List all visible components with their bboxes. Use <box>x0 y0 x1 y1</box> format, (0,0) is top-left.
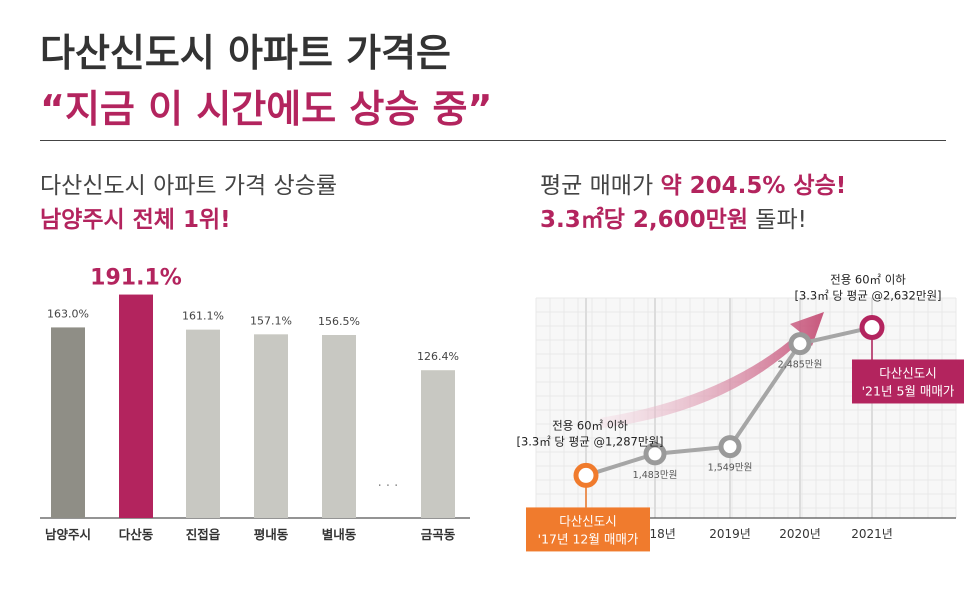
end-box-line2: '21년 5월 매매가 <box>862 383 955 398</box>
bar-chart: 163.0% 남양주시 191.1% 다산동 161.1% 진접읍 157.1% 평내동 156… <box>40 266 470 542</box>
start-info-line1: 전용 60㎡ 이하 <box>552 418 628 432</box>
right-subtitle-highlight: 약 204.5% 상승! <box>660 173 847 199</box>
start-box-line2: '17년 12월 매매가 <box>538 531 639 546</box>
right-subtitle-line2: 3.3㎡당 2,600만원 돌파! <box>540 200 807 234</box>
bar-value-label-5: 126.4% <box>417 350 459 363</box>
start-box-line1: 다산신도시 <box>559 513 617 528</box>
point-value-label-2: 1,549만원 <box>708 463 753 474</box>
left-subtitle: 다산신도시 아파트 가격 상승률 <box>40 173 338 199</box>
left-subtitle-highlight: 남양주시 전체 1위! <box>40 207 231 233</box>
x-tick-label-4: 2021년 <box>851 527 893 541</box>
bar-value-label-2: 161.1% <box>182 310 224 323</box>
bar-category-label-5: 금곡동 <box>421 527 456 542</box>
bar-category-label-2: 진접읍 <box>186 527 221 542</box>
divider-rule <box>40 140 946 141</box>
start-box <box>526 507 650 552</box>
right-subtitle-prefix: 평균 매매가 <box>540 173 661 199</box>
bar-category-label-1: 다산동 <box>119 527 154 542</box>
end-info-line2: [3.3㎡ 당 평균 @2,632만원] <box>794 288 941 302</box>
bar-ellipsis: · · · <box>378 479 399 494</box>
trend-arrow <box>600 312 824 428</box>
bar-value-label-3: 157.1% <box>250 314 292 327</box>
start-info-line2: [3.3㎡ 당 평균 @1,287만원] <box>516 434 663 448</box>
point-value-label-1: 1,483만원 <box>633 470 678 481</box>
headline-line2: “지금 이 시간에도 상승 중” <box>40 87 493 131</box>
bar-category-label-0: 남양주시 <box>45 527 91 542</box>
bar-value-label-1: 191.1% <box>90 266 182 291</box>
data-point-1 <box>643 442 667 466</box>
bar-category-label-4: 별내동 <box>322 527 357 542</box>
bar-3 <box>254 334 288 518</box>
right-subtitle2-highlight: 3.3㎡당 2,600만원 <box>540 207 748 233</box>
bar-1 <box>119 294 153 518</box>
end-box-line1: 다산신도시 <box>879 365 937 380</box>
bar-value-label-4: 156.5% <box>318 315 360 328</box>
bar-4 <box>322 335 356 518</box>
end-box <box>852 359 964 404</box>
right-subtitle2-suffix: 돌파! <box>747 207 807 233</box>
bar-0 <box>51 327 85 518</box>
end-info-line1: 전용 60㎡ 이하 <box>830 272 906 286</box>
point-value-label-3: 2,485만원 <box>778 360 823 371</box>
x-tick-label-3: 2020년 <box>779 527 821 541</box>
data-point-4 <box>859 314 885 340</box>
bar-category-label-3: 평내동 <box>254 527 289 542</box>
data-point-0 <box>573 462 599 488</box>
data-point-3 <box>788 332 812 356</box>
line-chart: 2017년1,483만원2018년1,549만원2019년2,485만원2020… <box>516 272 964 552</box>
bar-5 <box>421 370 455 518</box>
headline-line1: 다산신도시 아파트 가격은 <box>40 31 452 75</box>
bar-2 <box>186 329 220 518</box>
bar-value-label-0: 163.0% <box>47 307 89 320</box>
data-point-2 <box>718 435 742 459</box>
right-subtitle: 평균 매매가 약 204.5% 상승! <box>540 166 846 200</box>
x-tick-label-2: 2019년 <box>709 527 751 541</box>
